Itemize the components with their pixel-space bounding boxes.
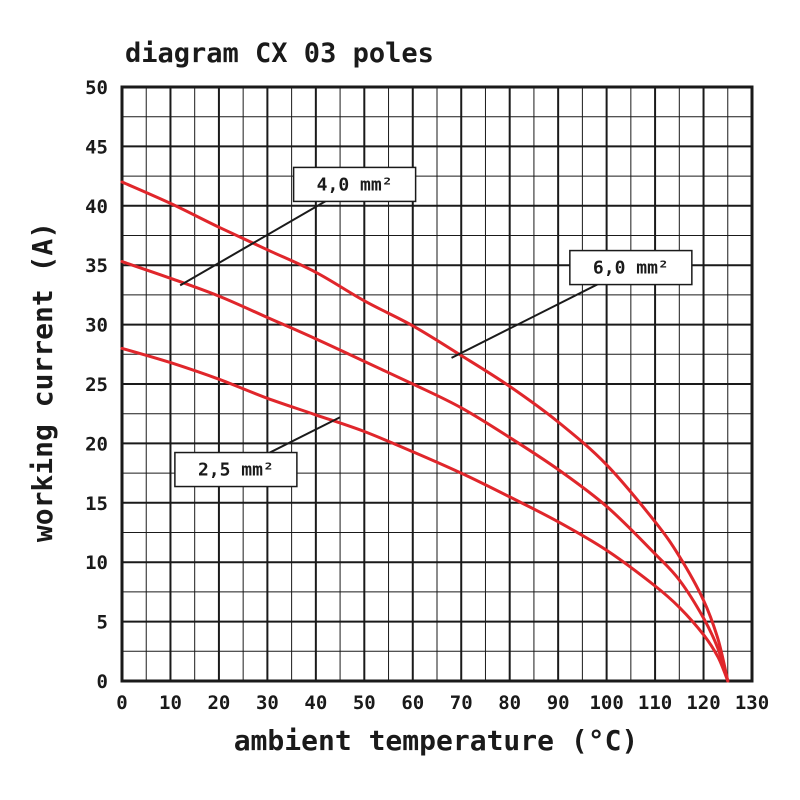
y-tick-label: 45 [85,136,108,158]
annotation-box [174,451,298,488]
plot-curves [120,180,730,683]
y-tick-label: 20 [85,433,108,455]
x-tick-label: 90 [547,692,570,714]
x-tick-label: 20 [207,692,230,714]
y-tick-label: 30 [85,315,108,337]
annotation-1: 6,0 mm² [451,249,693,359]
x-tick-label: 0 [116,692,127,714]
annotation-2: 2,5 mm² [174,416,341,488]
x-tick-label: 110 [638,692,672,714]
y-tick-label: 0 [97,671,108,693]
plot-frame [120,85,754,683]
x-tick-label: 70 [450,692,473,714]
y-tick-label: 25 [85,374,108,396]
y-tick-label: 35 [85,255,108,277]
tick-labels: 0 10 20 30 40 50 60 70 80 90 100 110 120 130 0 5 10 15 20 2… [85,77,769,714]
y-tick-label: 10 [85,552,108,574]
y-tick-label: 40 [85,196,108,218]
series-line-1 [120,260,730,683]
x-tick-label: 50 [353,692,376,714]
annotation-label: 6,0 mm² [593,258,669,279]
x-tick-label: 10 [159,692,182,714]
x-tick-label: 100 [589,692,623,714]
y-tick-label: 15 [85,493,108,515]
annotation-label: 2,5 mm² [198,460,274,481]
x-tick-label: 120 [686,692,720,714]
y-axis-label: working current (A) [26,222,59,542]
x-tick-label: 30 [256,692,279,714]
y-tick-label: 5 [97,612,108,634]
x-axis-label: ambient temperature (°C) [234,724,639,757]
annotation-box [569,249,693,286]
x-tick-label: 40 [304,692,327,714]
series-line-0 [120,180,730,683]
y-tick-label: 50 [85,77,108,99]
annotation-box [292,166,417,203]
annotation-label: 4,0 mm² [317,174,393,195]
annotation-0: 4,0 mm² [179,166,417,287]
x-tick-label: 60 [401,692,424,714]
plot-grid [120,85,754,683]
chart-title: diagram CX 03 poles [125,38,434,69]
x-tick-label: 130 [735,692,769,714]
series-line-2 [120,346,730,683]
series-annotations: 4,0 mm² 6,0 mm² 2,5 mm² [174,166,693,488]
x-tick-label: 80 [498,692,521,714]
